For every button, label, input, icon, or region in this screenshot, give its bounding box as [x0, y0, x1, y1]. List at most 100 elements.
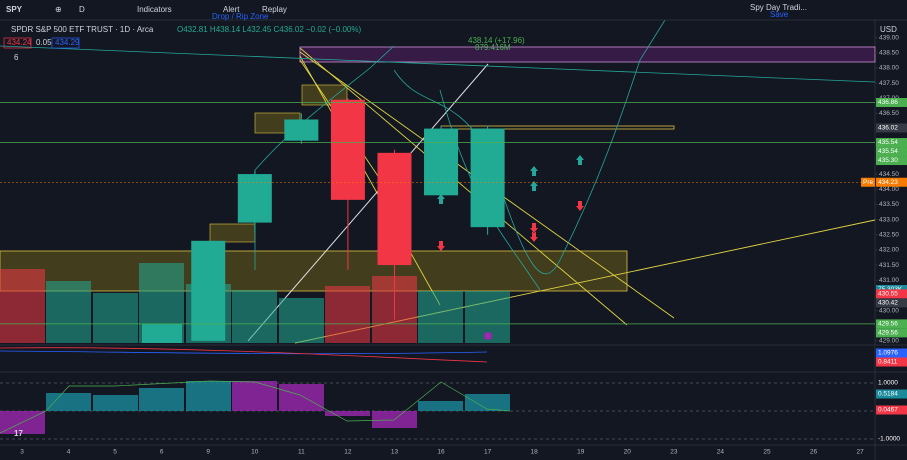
ask-box	[51, 37, 80, 49]
ask: 434.29	[55, 38, 80, 47]
indicator-label: 1.0000	[878, 380, 898, 387]
price-label-box	[876, 97, 907, 107]
replay-button[interactable]: Replay	[262, 5, 287, 14]
indicator-label-box	[876, 389, 907, 399]
x-tick-label: 17	[484, 449, 492, 456]
y-tick-label: 433.00	[879, 216, 899, 223]
osc-bars	[0, 381, 510, 434]
price-label: 430.55	[878, 291, 898, 298]
y-tick-label: 430.00	[879, 307, 899, 314]
spread: 0.05	[36, 38, 52, 47]
x-tick-label: 13	[391, 449, 399, 456]
x-tick-label: 10	[251, 449, 259, 456]
x-tick-label: 5	[113, 449, 117, 456]
x-tick-label: 27	[856, 449, 864, 456]
toolbar	[0, 0, 907, 20]
price-label: 436.86	[878, 99, 898, 106]
price-label-box	[876, 328, 907, 338]
indicator-label: 1.0976	[878, 350, 898, 357]
y-tick-label: 431.50	[879, 262, 899, 269]
price-label-box	[876, 319, 907, 329]
price-label: 436.02	[878, 125, 898, 132]
price-label-box	[876, 147, 907, 157]
price-label: 430.42	[878, 300, 898, 307]
alert-button[interactable]: Alert	[223, 5, 240, 14]
x-tick-label: 11	[298, 449, 305, 456]
y-tick-label: 436.50	[879, 110, 899, 117]
candle-body	[237, 174, 272, 223]
x-tick-label: 26	[810, 449, 818, 456]
indicator-line	[0, 347, 488, 363]
osc-line	[0, 380, 511, 434]
y-tick-label: 432.00	[879, 247, 899, 254]
y-tick-label: 438.00	[879, 65, 899, 72]
x-tick-label: 25	[763, 449, 771, 456]
candle-body	[330, 99, 365, 200]
indicators-button[interactable]: Indicators	[137, 5, 172, 14]
bid-box	[3, 37, 32, 49]
y-tick-label: 431.00	[879, 277, 899, 284]
indicator-label: 0.5184	[878, 391, 898, 398]
add-symbol[interactable]: ⊕	[55, 5, 62, 14]
drawing-title: Drop / Rip Zone	[212, 12, 269, 21]
indicator-label-box	[876, 348, 907, 358]
y-tick-label: 434.50	[879, 171, 899, 178]
y-tick-label: 429.00	[879, 338, 899, 345]
price-label: 435.54	[878, 139, 898, 146]
ohlc-values: O432.81 H438.14 L432.45 C436.02 −0.02 (−…	[177, 25, 361, 34]
indicator-label: -1.0000	[878, 436, 900, 443]
interval[interactable]: D	[79, 5, 85, 14]
x-tick-label: 16	[437, 449, 445, 456]
tv-logo: 17	[14, 429, 23, 438]
currency[interactable]: USD	[880, 25, 897, 34]
x-tick-label: 20	[624, 449, 632, 456]
price-label-box	[876, 298, 907, 308]
price-label: 434.23	[878, 179, 898, 186]
y-tick-label: 433.50	[879, 201, 899, 208]
white-trend-line	[247, 63, 489, 342]
candle-body	[377, 152, 412, 266]
resistance-zone	[299, 46, 876, 63]
x-tick-label: 18	[531, 449, 539, 456]
price-label-box	[876, 156, 907, 166]
y-tick-label: 437.50	[879, 80, 899, 87]
x-tick-label: 4	[67, 449, 71, 456]
symbol-name: SPDR S&P 500 ETF TRUST · 1D · Arca	[11, 25, 154, 34]
indicator-line	[0, 350, 488, 355]
x-tick-label: 19	[577, 449, 585, 456]
volume-marker	[142, 324, 182, 343]
candle-body	[284, 119, 319, 141]
event-marker	[484, 332, 492, 340]
symbol-search[interactable]: SPY	[6, 5, 23, 14]
price-label: 435.54	[878, 148, 898, 155]
x-tick-label: 23	[670, 449, 678, 456]
indicator-label: 0.8411	[878, 359, 898, 366]
price-label-box	[876, 177, 907, 187]
candle-body	[424, 128, 459, 196]
signal-arrows	[437, 155, 584, 251]
x-tick-label: 6	[160, 449, 164, 456]
candle-body	[191, 240, 226, 341]
pre-box	[861, 177, 875, 187]
x-tick-label: 3	[20, 449, 24, 456]
price-label: 429.56	[878, 321, 898, 328]
x-tick-label: 12	[344, 449, 352, 456]
pre-label: Pre	[863, 179, 874, 186]
price-label-box	[876, 138, 907, 148]
price-label: 435.30	[878, 157, 898, 164]
y-tick-label: 432.50	[879, 231, 899, 238]
support-zone	[0, 250, 628, 292]
indicator-count[interactable]: 6	[14, 53, 19, 62]
indicator-label-box	[876, 357, 907, 367]
volume-annotation: 879.416M	[475, 43, 511, 52]
x-tick-label: 24	[717, 449, 725, 456]
layout-name[interactable]: Spy Day Tradi...	[750, 3, 807, 12]
price-label: 429.56	[878, 330, 898, 337]
indicator-label: 0.0467	[878, 407, 898, 414]
bid: 434.24	[7, 38, 32, 47]
price-label-box	[876, 123, 907, 133]
save-button[interactable]: Save	[770, 10, 789, 19]
y-tick-label: 439.00	[879, 34, 899, 41]
